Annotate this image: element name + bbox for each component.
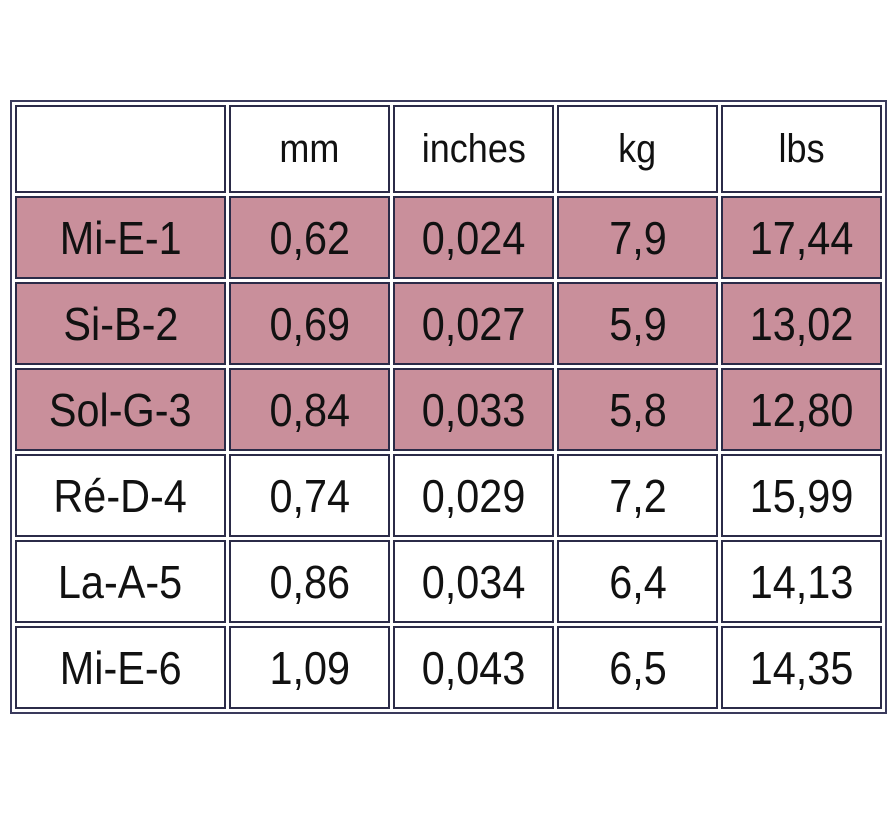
cell-text: 0,027 xyxy=(421,297,526,350)
table-row: La-A-5 0,86 0,034 6,4 14,13 xyxy=(15,540,882,623)
table-cell: 6,5 xyxy=(557,626,718,709)
table-cell: 6,4 xyxy=(557,540,718,623)
header-row: mm inches kg lbs xyxy=(15,105,882,193)
column-header: inches xyxy=(393,105,554,193)
table-row: Si-B-2 0,69 0,027 5,9 13,02 xyxy=(15,282,882,365)
table-row: Ré-D-4 0,74 0,029 7,2 15,99 xyxy=(15,454,882,537)
cell-text: 14,13 xyxy=(749,555,854,608)
cell-text: Mi-E-6 xyxy=(59,641,182,694)
table-wrap: mm inches kg lbs Mi-E-1 0,62 0,024 7,9 17,44 Si-… xyxy=(10,100,887,714)
column-header: lbs xyxy=(721,105,882,193)
cell-text: 7,9 xyxy=(608,211,667,264)
cell-text: La-A-5 xyxy=(58,555,183,608)
table-cell: 7,9 xyxy=(557,196,718,279)
table-cell: 5,9 xyxy=(557,282,718,365)
cell-text: Sol-G-3 xyxy=(49,383,192,436)
table-cell: 0,86 xyxy=(229,540,390,623)
table-cell: 17,44 xyxy=(721,196,882,279)
table-body: Mi-E-1 0,62 0,024 7,9 17,44 Si-B-2 0,69 0,027 5,… xyxy=(15,196,882,709)
table-row: Sol-G-3 0,84 0,033 5,8 12,80 xyxy=(15,368,882,451)
cell-text: inches xyxy=(421,126,526,171)
table-head: mm inches kg lbs xyxy=(15,105,882,193)
table-cell: 14,13 xyxy=(721,540,882,623)
cell-text: mm xyxy=(279,126,340,171)
table-cell: 12,80 xyxy=(721,368,882,451)
table-cell: 0,62 xyxy=(229,196,390,279)
table-row: Mi-E-6 1,09 0,043 6,5 14,35 xyxy=(15,626,882,709)
table-cell: 1,09 xyxy=(229,626,390,709)
cell-text: lbs xyxy=(778,126,825,171)
cell-text: 14,35 xyxy=(749,641,854,694)
data-table: mm inches kg lbs Mi-E-1 0,62 0,024 7,9 17,44 Si-… xyxy=(10,100,887,714)
cell-text: 17,44 xyxy=(749,211,854,264)
cell-text: 0,74 xyxy=(269,469,350,522)
cell-text: 0,034 xyxy=(421,555,526,608)
corner-cell xyxy=(15,105,226,193)
cell-text: kg xyxy=(618,126,657,171)
table-cell: 0,034 xyxy=(393,540,554,623)
cell-text: 1,09 xyxy=(269,641,350,694)
table-cell: 13,02 xyxy=(721,282,882,365)
cell-text: 0,029 xyxy=(421,469,526,522)
cell-text: 0,033 xyxy=(421,383,526,436)
cell-text: 15,99 xyxy=(749,469,854,522)
row-label: Mi-E-6 xyxy=(15,626,226,709)
table-cell: 7,2 xyxy=(557,454,718,537)
cell-text: 0,043 xyxy=(421,641,526,694)
cell-text: 0,86 xyxy=(269,555,350,608)
cell-text: Ré-D-4 xyxy=(53,469,188,522)
table-cell: 15,99 xyxy=(721,454,882,537)
table-cell: 0,033 xyxy=(393,368,554,451)
cell-text: 13,02 xyxy=(749,297,854,350)
cell-text: 6,4 xyxy=(608,555,667,608)
table-cell: 14,35 xyxy=(721,626,882,709)
cell-text: Mi-E-1 xyxy=(59,211,182,264)
row-label: Sol-G-3 xyxy=(15,368,226,451)
table-row: Mi-E-1 0,62 0,024 7,9 17,44 xyxy=(15,196,882,279)
cell-text: 0,024 xyxy=(421,211,526,264)
cell-text: 7,2 xyxy=(608,469,667,522)
table-cell: 0,027 xyxy=(393,282,554,365)
cell-text: 0,84 xyxy=(269,383,350,436)
row-label: Si-B-2 xyxy=(15,282,226,365)
cell-text: 6,5 xyxy=(608,641,667,694)
table-cell: 0,043 xyxy=(393,626,554,709)
table-cell: 0,84 xyxy=(229,368,390,451)
column-header: mm xyxy=(229,105,390,193)
cell-text: Si-B-2 xyxy=(62,297,179,350)
cell-text: 0,62 xyxy=(269,211,350,264)
row-label: Mi-E-1 xyxy=(15,196,226,279)
cell-text: 0,69 xyxy=(269,297,350,350)
table-cell: 0,69 xyxy=(229,282,390,365)
table-cell: 0,74 xyxy=(229,454,390,537)
column-header: kg xyxy=(557,105,718,193)
cell-text: 5,8 xyxy=(608,383,667,436)
table-cell: 0,029 xyxy=(393,454,554,537)
table-cell: 5,8 xyxy=(557,368,718,451)
row-label: La-A-5 xyxy=(15,540,226,623)
cell-text: 12,80 xyxy=(749,383,854,436)
table-cell: 0,024 xyxy=(393,196,554,279)
row-label: Ré-D-4 xyxy=(15,454,226,537)
cell-text: 5,9 xyxy=(608,297,667,350)
